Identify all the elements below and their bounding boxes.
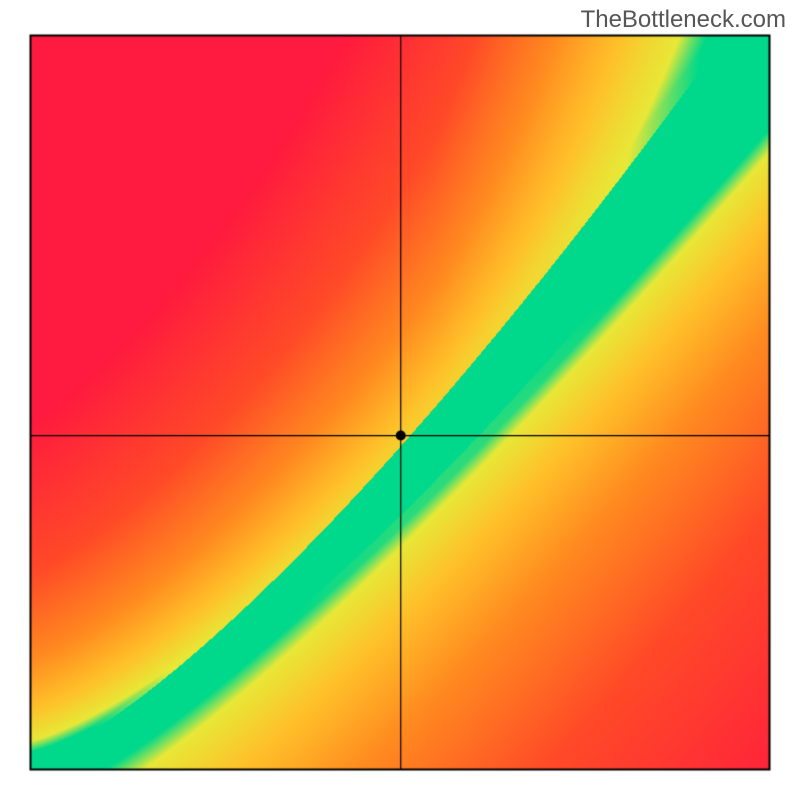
watermark-text: TheBottleneck.com	[581, 6, 786, 34]
bottleneck-heatmap-canvas	[0, 0, 800, 800]
